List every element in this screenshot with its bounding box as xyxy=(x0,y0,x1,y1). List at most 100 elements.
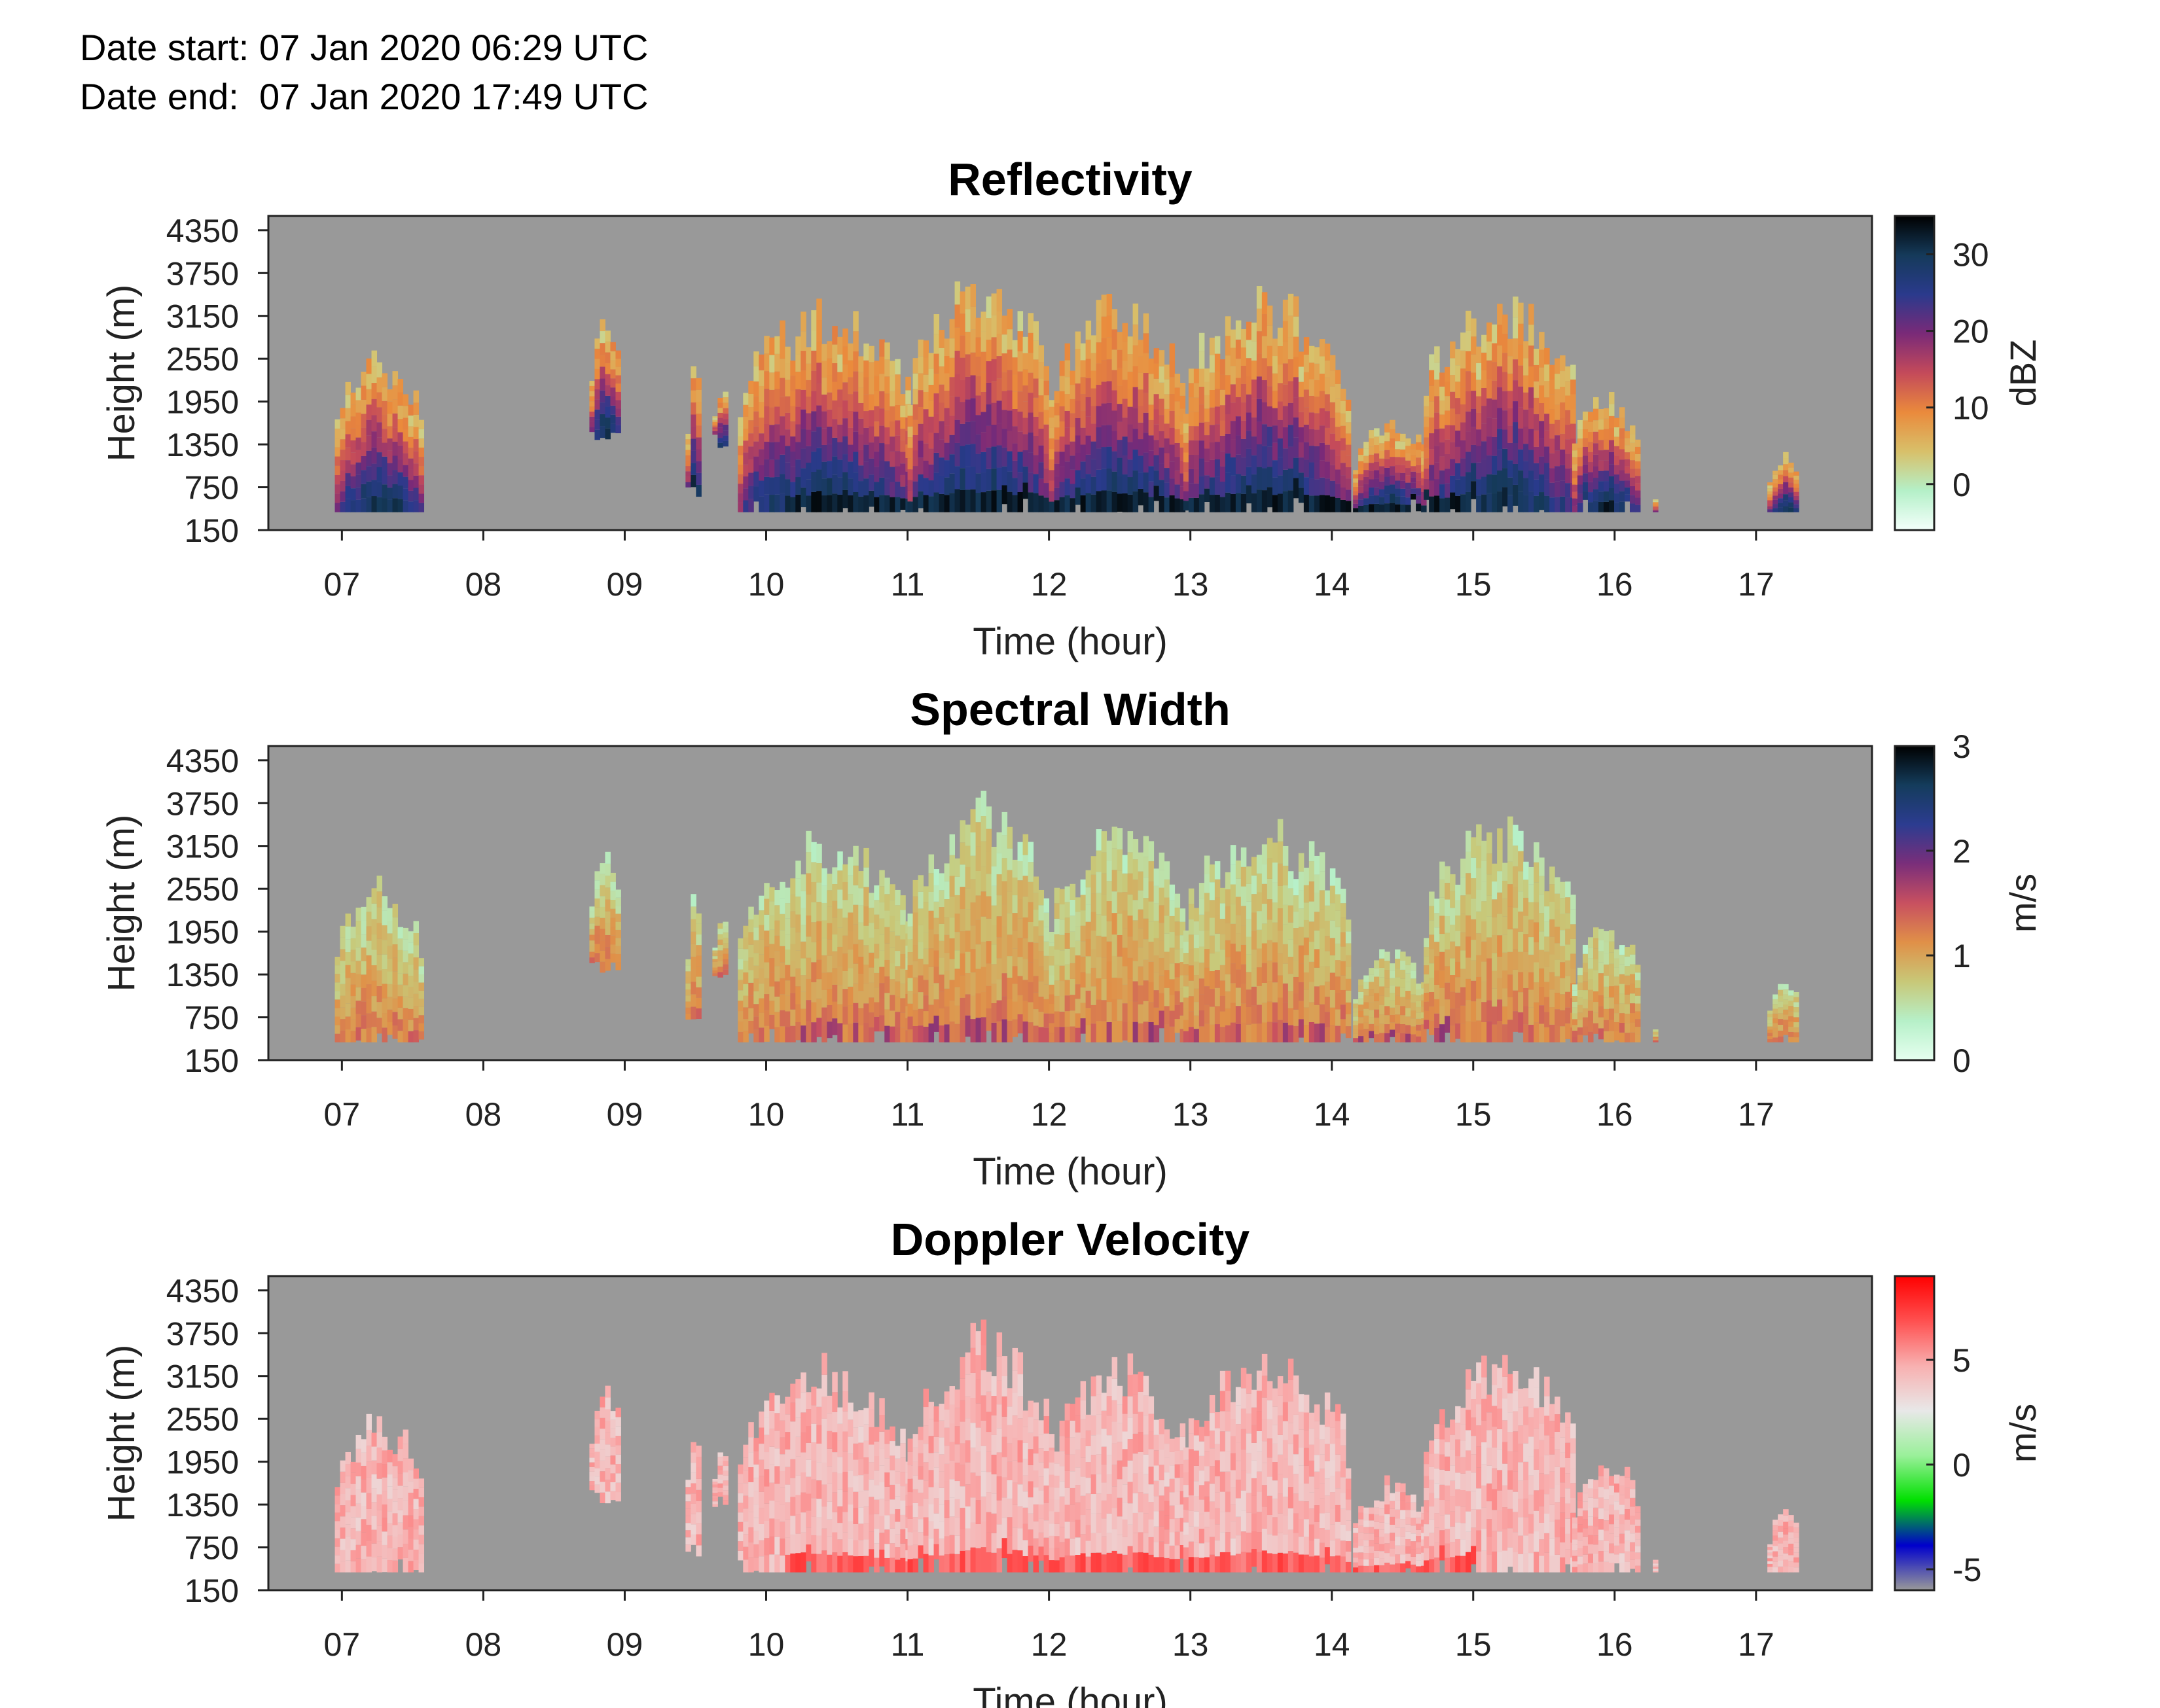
data-column-cell xyxy=(1624,1023,1630,1033)
data-column-cell xyxy=(1429,963,1435,978)
data-column-cell xyxy=(1214,442,1221,460)
data-column-cell xyxy=(890,376,895,391)
data-column-cell xyxy=(1539,1005,1545,1024)
data-column-cell xyxy=(1363,975,1369,982)
data-column-cell xyxy=(895,435,901,452)
data-column-cell xyxy=(1507,338,1513,357)
data-column-cell xyxy=(907,490,914,502)
data-column-cell xyxy=(827,1537,833,1555)
data-column-cell xyxy=(413,402,420,415)
data-column-cell xyxy=(334,1538,341,1547)
data-column-cell xyxy=(821,972,827,990)
data-column-cell xyxy=(769,1393,775,1411)
data-column-cell xyxy=(900,969,906,984)
data-column-cell xyxy=(350,1019,357,1031)
data-column-cell xyxy=(1445,966,1450,983)
data-column-cell xyxy=(1183,1031,1189,1042)
data-column-cell xyxy=(923,495,929,512)
y-tick-label: 1950 xyxy=(166,914,239,951)
data-column-cell xyxy=(350,392,357,405)
data-column-cell xyxy=(858,465,864,482)
data-column-cell xyxy=(1598,984,1604,995)
data-column-cell xyxy=(1539,385,1545,404)
data-column-cell xyxy=(1111,390,1118,411)
data-column-cell xyxy=(1460,494,1466,512)
data-column-cell xyxy=(1153,903,1160,921)
data-column-cell xyxy=(1476,868,1482,890)
data-column-cell xyxy=(366,435,372,451)
data-column-cell xyxy=(991,468,998,491)
data-column-cell xyxy=(685,439,691,445)
data-column-cell xyxy=(900,1529,906,1544)
data-column-cell xyxy=(717,442,723,448)
data-column-cell xyxy=(780,1487,785,1505)
data-column-cell xyxy=(1560,496,1566,512)
data-column-cell xyxy=(605,428,611,440)
data-column-cell xyxy=(759,1427,765,1444)
data-column-cell xyxy=(1335,412,1341,427)
data-column-cell xyxy=(780,898,785,914)
data-column-cell xyxy=(890,1026,895,1042)
data-column-cell xyxy=(1001,372,1008,391)
data-column-cell xyxy=(361,1479,367,1493)
data-column-cell xyxy=(790,911,796,928)
data-column-cell xyxy=(1340,889,1346,904)
data-column-cell xyxy=(863,847,869,868)
data-column-cell xyxy=(1214,476,1221,495)
data-column-cell xyxy=(1544,430,1550,447)
data-column-cell xyxy=(1492,899,1498,917)
data-column-cell xyxy=(350,404,357,417)
data-column-cell xyxy=(848,360,854,378)
data-column-cell xyxy=(1340,438,1346,451)
data-column-cell xyxy=(890,361,895,376)
data-column-cell xyxy=(1007,491,1013,512)
data-column-cell xyxy=(1492,418,1498,437)
data-column-cell xyxy=(1209,337,1215,355)
data-column-cell xyxy=(1169,444,1176,462)
data-column-cell xyxy=(600,331,605,344)
data-column-cell xyxy=(785,1484,791,1503)
data-column-cell xyxy=(1164,423,1170,438)
data-column-cell xyxy=(1293,397,1299,418)
data-column-cell xyxy=(1085,493,1092,512)
data-column-cell xyxy=(1054,903,1060,919)
data-column-cell xyxy=(1400,1033,1406,1042)
data-column-cell xyxy=(1117,368,1123,386)
data-column-cell xyxy=(1054,1027,1060,1042)
data-column-cell xyxy=(1117,892,1123,914)
data-column-cell xyxy=(1138,389,1144,406)
data-column-cell xyxy=(376,437,383,453)
x-tick-label: 16 xyxy=(1596,566,1633,603)
data-column-cell xyxy=(696,449,702,461)
data-column-cell xyxy=(1080,956,1087,972)
data-column-cell xyxy=(743,1007,749,1020)
data-column-cell xyxy=(1460,386,1466,405)
data-column-cell xyxy=(1049,417,1055,428)
data-column-cell xyxy=(1523,987,1529,1006)
data-column-cell xyxy=(1012,460,1018,478)
data-column-cell xyxy=(1319,356,1325,374)
data-column-cell xyxy=(1390,448,1395,457)
data-column-cell xyxy=(1788,1006,1794,1012)
data-column-cell xyxy=(1235,359,1242,378)
data-column-cell xyxy=(1466,330,1471,351)
data-column-cell xyxy=(594,419,600,430)
data-column-cell xyxy=(832,456,838,475)
data-column-cell xyxy=(1549,497,1555,512)
data-column-cell xyxy=(939,923,945,941)
data-column-cell xyxy=(848,427,854,445)
data-column-cell xyxy=(1434,1027,1440,1042)
data-column-cell xyxy=(827,392,833,410)
data-column-cell xyxy=(975,415,982,435)
data-column-cell xyxy=(863,377,869,395)
data-column-cell xyxy=(801,891,806,908)
data-column-cell xyxy=(594,907,600,917)
data-column-cell xyxy=(1624,480,1630,488)
data-column-cell xyxy=(1429,385,1435,402)
data-column-cell xyxy=(811,1386,817,1406)
data-column-cell xyxy=(1324,997,1331,1012)
data-column-cell xyxy=(780,454,785,474)
data-column-cell xyxy=(853,331,859,351)
data-column-cell xyxy=(811,982,817,1003)
data-column-cell xyxy=(1298,351,1305,367)
